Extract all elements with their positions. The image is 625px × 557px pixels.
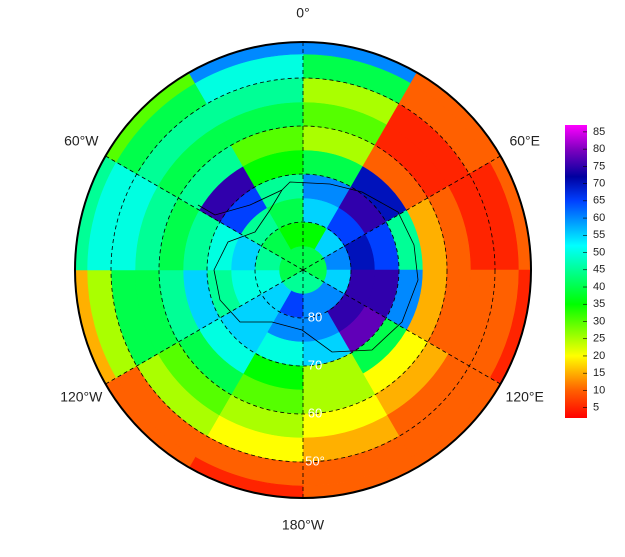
meridian (302, 155, 501, 271)
map-labels: 0° 60°E 120°E 180°W 120°W 60°W 80 70 60 50° (60, 5, 544, 533)
latitude-label: 80 (308, 309, 322, 324)
latitude-circle (158, 125, 448, 415)
graticule (105, 42, 501, 498)
map-border (74, 41, 532, 499)
colorbar-tick-label: 55 (593, 229, 605, 241)
longitude-label: 180°W (282, 517, 325, 533)
colorbar-tick-label: 75 (593, 160, 605, 172)
colorbar-tick-label: 20 (593, 350, 605, 362)
colorbar-tick-label: 10 (593, 384, 605, 396)
colorbar-ramp (565, 125, 587, 418)
meridian (105, 155, 304, 271)
colorbar-tick-label: 70 (593, 178, 605, 190)
longitude-label: 60°E (509, 133, 540, 149)
colorbar-tick-label: 60 (593, 212, 605, 224)
colorbar-tick-label: 85 (593, 126, 605, 138)
latitude-circle (206, 173, 400, 367)
colorbar-tick-label: 65 (593, 195, 605, 207)
colorbar-tick-label: 80 (593, 143, 605, 155)
meridian (302, 269, 501, 385)
longitude-label: 120°E (506, 389, 544, 405)
longitude-label: 60°W (64, 133, 99, 149)
colorbar-tick-label: 15 (593, 367, 605, 379)
latitude-circle (110, 77, 496, 463)
colorbar: 5 10 15 20 25 30 35 40 45 50 55 60 65 70 75 80 85 (565, 125, 605, 418)
longitude-label: 0° (296, 5, 309, 21)
colorbar-tick-label: 35 (593, 298, 605, 310)
meridian (105, 269, 304, 385)
latitude-label: 60 (308, 405, 322, 420)
colorbar-tick-label: 30 (593, 315, 605, 327)
colorbar-tick-label: 50 (593, 246, 605, 258)
colorbar-tick-label: 5 (593, 402, 599, 414)
colorbar-tick-label: 25 (593, 333, 605, 345)
coastline (197, 181, 419, 353)
latitude-circle (254, 221, 352, 319)
longitude-label: 120°W (60, 389, 103, 405)
colorbar-tick-label: 40 (593, 281, 605, 293)
colorbar-tick-label: 45 (593, 264, 605, 276)
latitude-label: 50° (305, 453, 325, 468)
latitude-label: 70 (308, 357, 322, 372)
